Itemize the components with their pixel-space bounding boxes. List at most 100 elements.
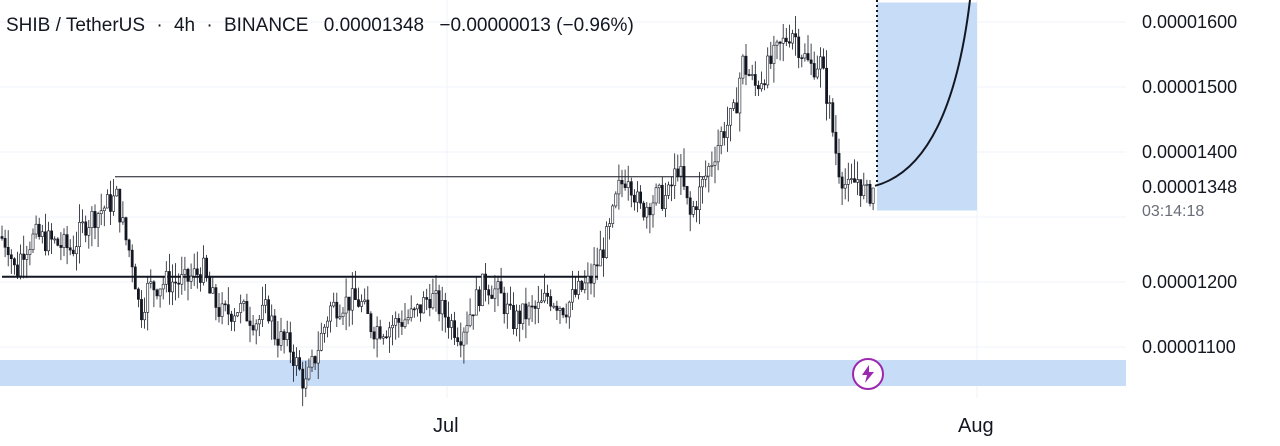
last-price-label: 0.00001348	[1142, 177, 1237, 197]
candle-body-down	[574, 289, 577, 295]
lightning-icon[interactable]	[852, 358, 884, 390]
candle-body-up	[341, 312, 345, 317]
candle	[381, 333, 385, 345]
candle	[772, 35, 776, 83]
candle-body-down	[313, 356, 317, 364]
candle-body-down	[629, 181, 633, 196]
candle-body-down	[620, 179, 624, 185]
candle	[577, 270, 581, 300]
candle	[713, 146, 717, 184]
candle	[295, 347, 298, 376]
candle	[871, 187, 875, 211]
candle	[636, 181, 639, 213]
candle	[239, 294, 243, 324]
candle	[536, 285, 540, 324]
candle	[837, 138, 841, 184]
candle	[862, 172, 866, 200]
candle	[53, 236, 57, 244]
candle-body-down	[43, 231, 47, 252]
candle-body-down	[273, 315, 277, 340]
candle	[124, 216, 128, 246]
candle-body-down	[71, 249, 75, 255]
candle-body-down	[756, 85, 760, 90]
candle-body-down	[800, 57, 804, 59]
candle-body-up	[434, 290, 438, 294]
candle	[409, 295, 413, 322]
candle	[505, 292, 509, 329]
candle-body-up	[220, 303, 224, 317]
candle-body-up	[409, 308, 413, 318]
candle	[180, 256, 184, 295]
symbol-legend[interactable]: SHIB / TetherUS · 4h · BINANCE 0.0000134…	[6, 15, 634, 37]
candle-body-up	[738, 77, 742, 114]
time-axis[interactable]: Jul Aug	[433, 415, 994, 437]
candle	[220, 292, 224, 325]
candle	[211, 277, 215, 294]
candle	[298, 350, 302, 371]
candle-body-down	[93, 211, 97, 228]
candle	[673, 153, 677, 200]
projection-curve	[874, 0, 971, 187]
candle-body-down	[9, 254, 13, 260]
candle	[233, 308, 236, 332]
candle	[214, 284, 218, 321]
time-tick-label: Aug	[958, 415, 994, 437]
candle-body-down	[186, 268, 190, 282]
candle	[856, 161, 860, 196]
candle	[791, 29, 794, 50]
candle-body-down	[530, 305, 534, 308]
candle	[583, 270, 587, 294]
candle-body-up	[719, 131, 723, 146]
candle	[121, 201, 125, 225]
candle-body-down	[564, 314, 568, 318]
candle	[140, 290, 143, 328]
price-tick-label: 0.00001500	[1142, 77, 1237, 97]
candle-body-up	[679, 166, 683, 177]
price-axis[interactable]: 0.00001600 0.00001500 0.00001400 0.00001…	[1142, 12, 1237, 357]
candle	[75, 231, 78, 271]
candle-body-down	[412, 308, 416, 311]
candle	[118, 188, 122, 233]
candle-body-up	[440, 300, 444, 315]
candle	[667, 181, 670, 200]
candle-body-down	[301, 368, 305, 389]
candle-body-up	[843, 183, 847, 189]
candle-body-down	[812, 63, 816, 78]
candle	[16, 251, 19, 279]
candle	[90, 206, 94, 247]
candle-body-up	[164, 271, 168, 285]
candle-body-up	[849, 178, 853, 180]
candle-body-down	[366, 299, 370, 314]
candle	[620, 169, 624, 198]
candle-body-up	[856, 179, 860, 183]
candle	[822, 48, 825, 70]
candle	[629, 177, 633, 208]
candle	[685, 185, 689, 205]
candle	[781, 24, 785, 62]
candle-body-up	[505, 303, 509, 315]
candle-body-down	[840, 176, 844, 189]
candle-body-up	[707, 166, 711, 177]
candle-body-down	[809, 59, 813, 64]
candle	[276, 321, 280, 358]
candle-body-down	[59, 245, 63, 248]
candle-body-down	[378, 326, 382, 339]
candle-body-up	[329, 305, 333, 322]
candle-body-down	[595, 264, 599, 267]
candle	[453, 311, 457, 346]
candle-body-up	[766, 55, 770, 86]
candle	[515, 304, 519, 337]
candle	[99, 193, 103, 226]
candle	[40, 224, 44, 244]
candle-body-down	[372, 331, 376, 340]
candle-body-up	[651, 202, 655, 216]
candle	[760, 71, 763, 92]
candle	[512, 292, 515, 335]
candle-body-down	[769, 55, 773, 64]
candle-body-down	[195, 268, 199, 275]
time-tick-label: Jul	[433, 415, 459, 437]
candle-body-up	[791, 33, 794, 44]
candle	[155, 288, 159, 300]
candle-body-up	[121, 217, 125, 223]
